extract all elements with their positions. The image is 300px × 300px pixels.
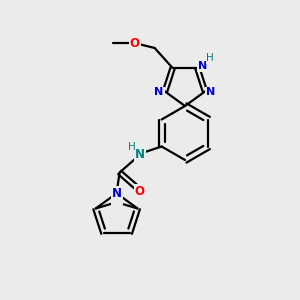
Text: N: N — [112, 191, 122, 204]
Text: O: O — [135, 185, 145, 198]
Text: N: N — [198, 61, 207, 71]
Text: N: N — [112, 187, 122, 200]
Text: N: N — [135, 148, 145, 161]
Text: N: N — [206, 88, 216, 98]
Text: O: O — [130, 37, 140, 50]
Text: H: H — [128, 142, 136, 152]
Text: N: N — [154, 88, 164, 98]
Text: H: H — [206, 53, 214, 63]
